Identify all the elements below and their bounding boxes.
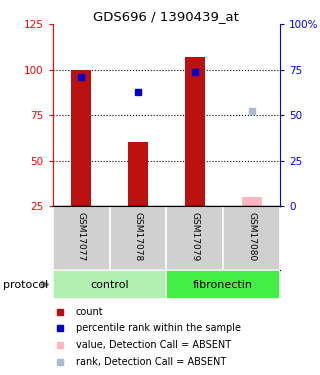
Bar [71,70,91,206]
Text: fibronectin: fibronectin [193,279,253,290]
Title: GDS696 / 1390439_at: GDS696 / 1390439_at [93,10,239,23]
Bar [223,206,280,270]
Text: rank, Detection Call = ABSENT: rank, Detection Call = ABSENT [76,357,226,367]
Bar [53,270,166,298]
Text: GSM17080: GSM17080 [247,212,256,261]
Text: count: count [76,307,103,317]
Text: protocol: protocol [3,279,48,290]
Bar [128,142,148,206]
Bar [185,57,205,206]
Text: GSM17077: GSM17077 [77,212,86,261]
Text: percentile rank within the sample: percentile rank within the sample [76,323,241,333]
Text: GSM17079: GSM17079 [190,212,199,261]
Bar [109,206,166,270]
Text: control: control [90,279,129,290]
Text: value, Detection Call = ABSENT: value, Detection Call = ABSENT [76,340,231,350]
Bar [242,197,261,206]
Bar [166,206,223,270]
Text: GSM17078: GSM17078 [133,212,142,261]
Bar [53,206,109,270]
Bar [166,270,280,298]
